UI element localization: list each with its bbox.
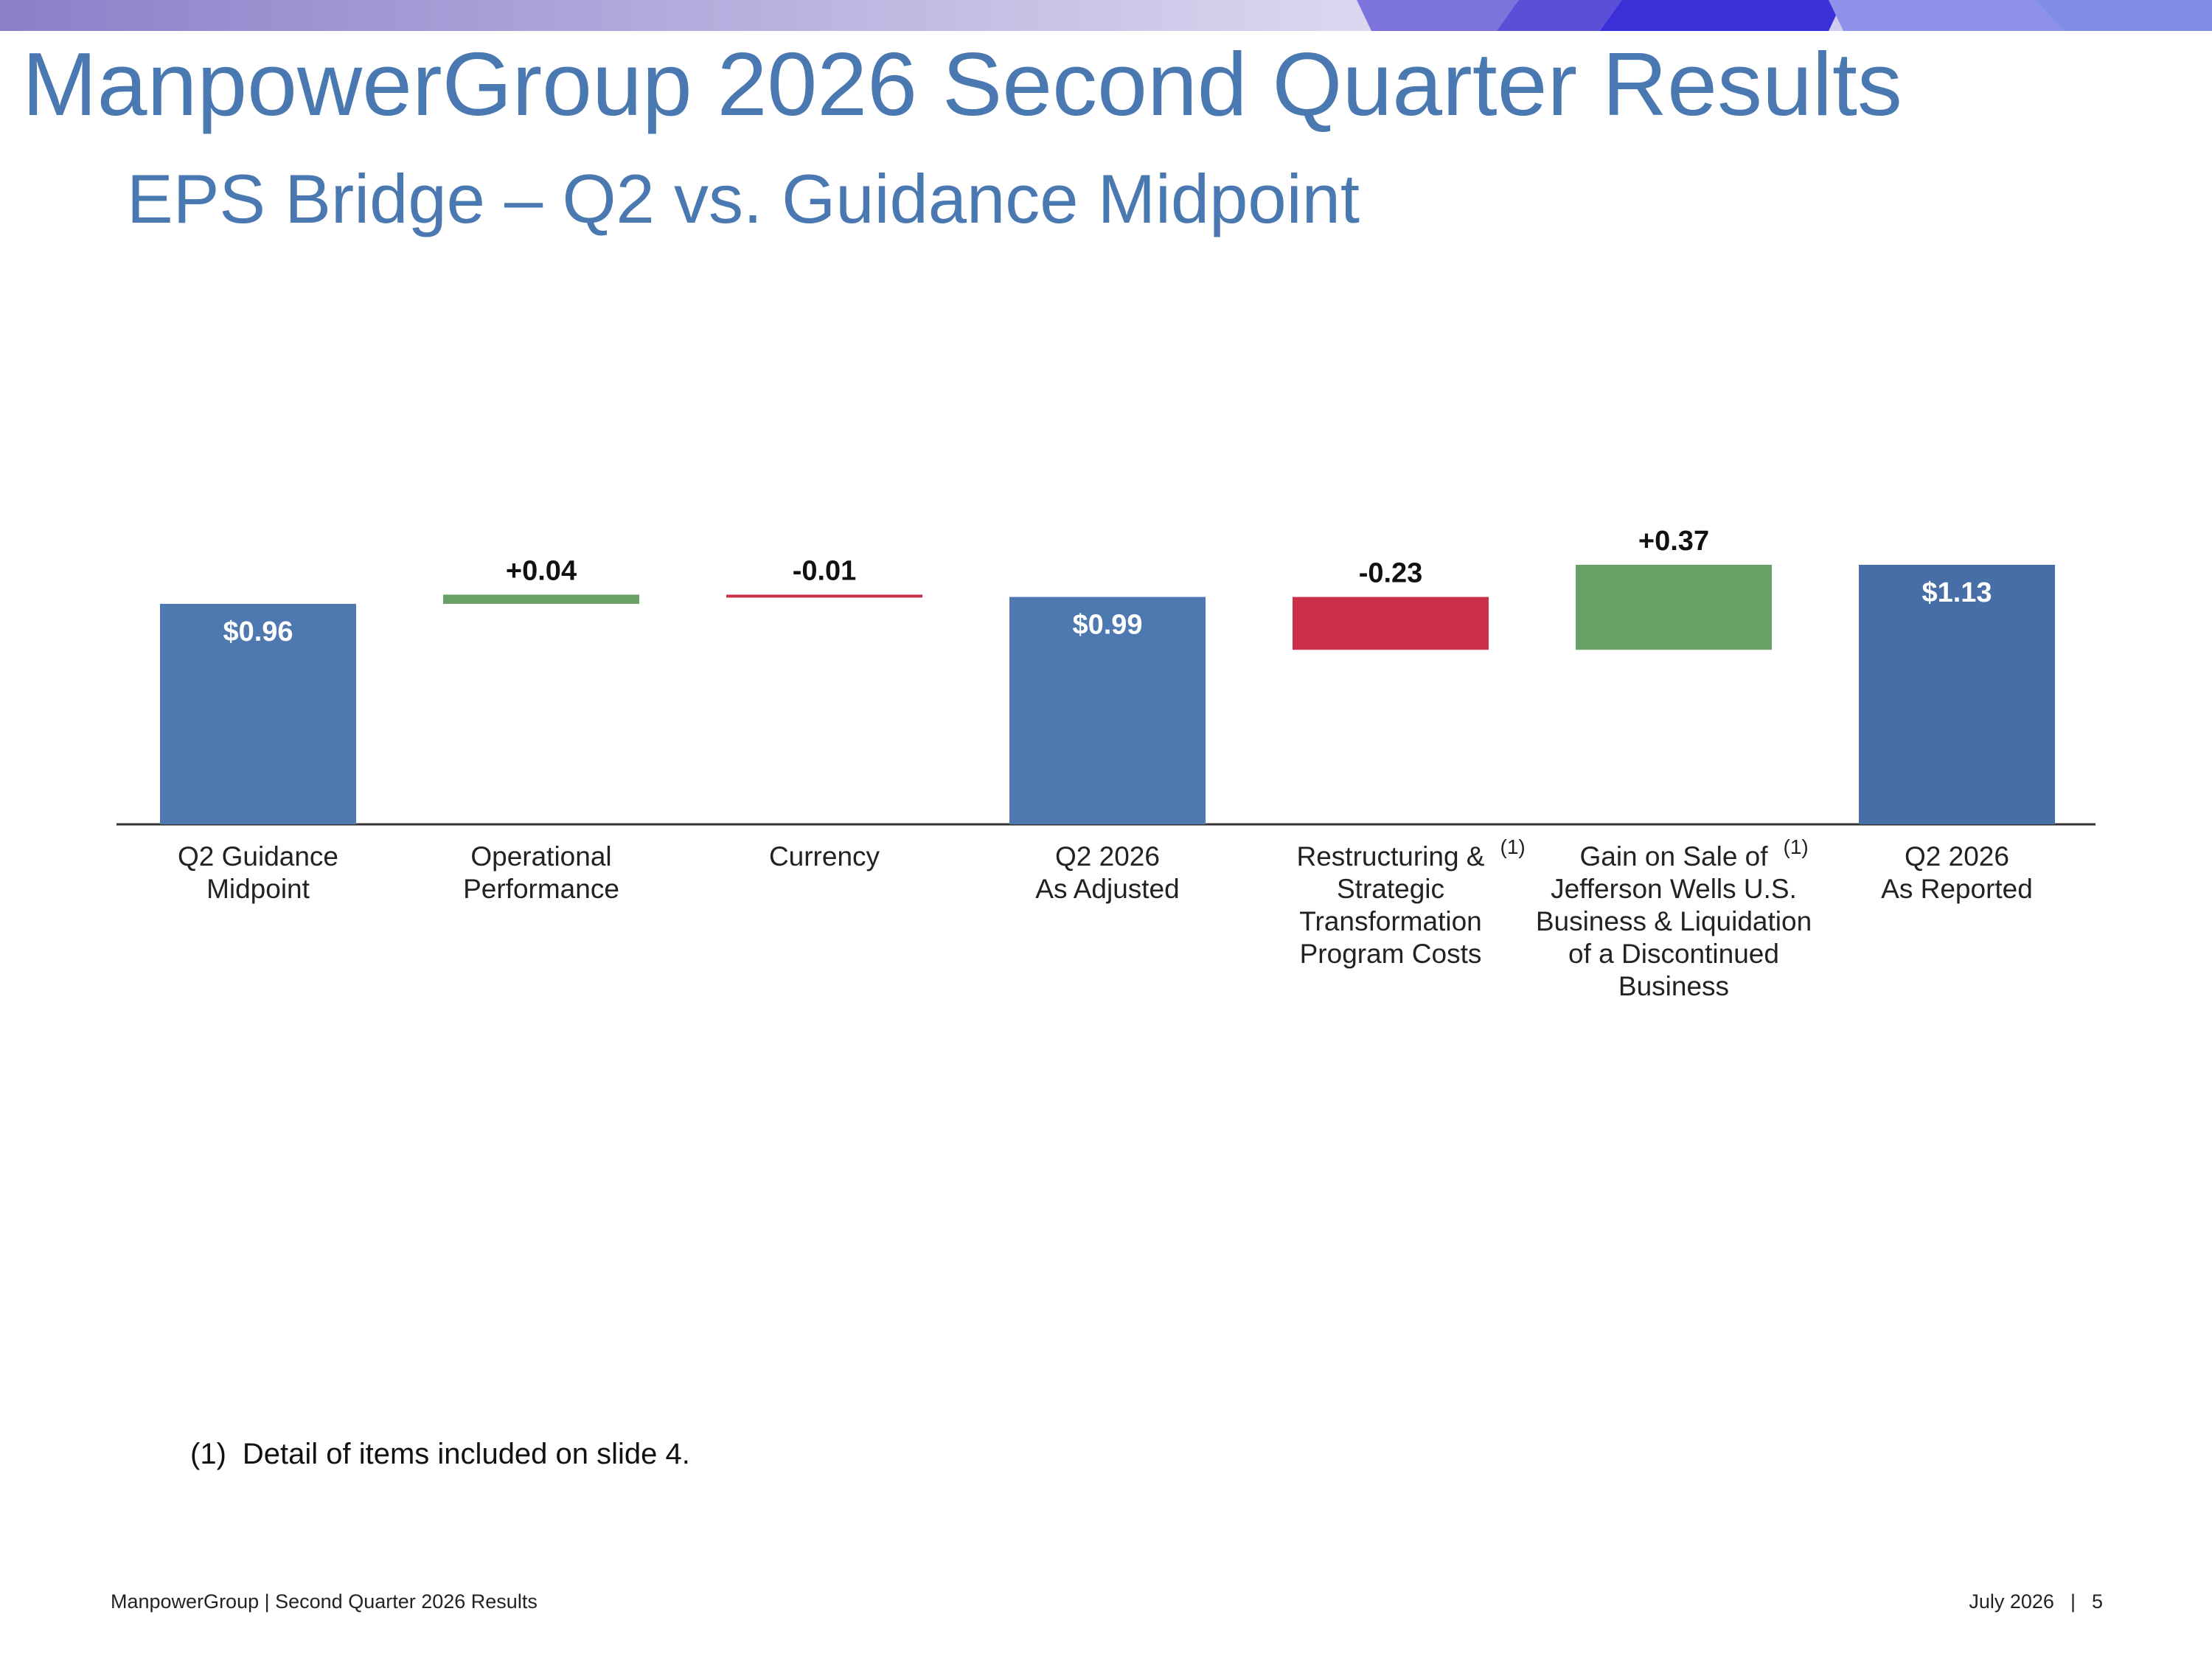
footer-date: July 2026	[1969, 1590, 2054, 1613]
category-label-4-2: Transformation	[1299, 906, 1481, 936]
category-label-5-3: of a Discontinued	[1568, 939, 1779, 969]
category-label-5-0: Gain on Sale of	[1579, 841, 1768, 872]
page-title: ManpowerGroup 2026 Second Quarter Result…	[22, 34, 1902, 134]
footer-separator: |	[2070, 1590, 2076, 1613]
category-label-6-0: Q2 2026	[1905, 841, 2009, 872]
value-label-4: -0.23	[1359, 558, 1423, 589]
category-label-4-0: Restructuring &	[1297, 841, 1485, 872]
top-decorative-band	[0, 0, 2212, 31]
category-label-6-1: As Reported	[1881, 874, 2033, 904]
page-number: 5	[2091, 1590, 2103, 1613]
category-label-4-3: Program Costs	[1300, 939, 1482, 969]
category-label-1-0: Operational	[470, 841, 611, 872]
bar-3	[1009, 597, 1206, 824]
footer-left: ManpowerGroup | Second Quarter 2026 Resu…	[111, 1590, 538, 1613]
footnote-marker: (1)	[190, 1438, 226, 1470]
value-label-5: +0.37	[1638, 526, 1709, 557]
value-label-0: $0.96	[223, 616, 293, 647]
category-label-4-1: Strategic	[1337, 874, 1444, 904]
bar-4	[1293, 597, 1489, 650]
bar-6	[1859, 565, 2055, 824]
category-label-5-2: Business & Liquidation	[1536, 906, 1812, 936]
value-label-3: $0.99	[1072, 610, 1142, 641]
footer-right: July 2026 | 5	[1969, 1590, 2103, 1613]
value-label-2: -0.01	[793, 555, 857, 586]
footnote: (1) Detail of items included on slide 4.	[190, 1438, 690, 1471]
category-label-2-0: Currency	[769, 841, 880, 872]
category-label-0-0: Q2 Guidance	[178, 841, 338, 872]
category-label-5-1: Jefferson Wells U.S.	[1551, 874, 1797, 904]
value-label-6: $1.13	[1921, 577, 1992, 608]
category-label-5-4: Business	[1618, 971, 1729, 1001]
category-label-3-1: As Adjusted	[1035, 874, 1179, 904]
category-footnote-5: (1)	[1784, 835, 1809, 858]
bar-1	[443, 594, 639, 604]
bar-2	[726, 594, 922, 598]
bar-0	[160, 603, 356, 824]
eps-bridge-chart: $0.96 Q2 Guidance Midpoint +0.04 Operational…	[0, 516, 2212, 1032]
category-footnote-4: (1)	[1500, 835, 1526, 858]
bar-5	[1576, 565, 1772, 650]
value-label-1: +0.04	[506, 555, 577, 586]
category-label-3-0: Q2 2026	[1055, 841, 1160, 872]
page-subtitle: EPS Bridge – Q2 vs. Guidance Midpoint	[127, 160, 1360, 237]
footnote-text: Detail of items included on slide 4.	[242, 1438, 690, 1470]
category-label-1-1: Performance	[463, 874, 619, 904]
category-label-0-1: Midpoint	[206, 874, 310, 904]
